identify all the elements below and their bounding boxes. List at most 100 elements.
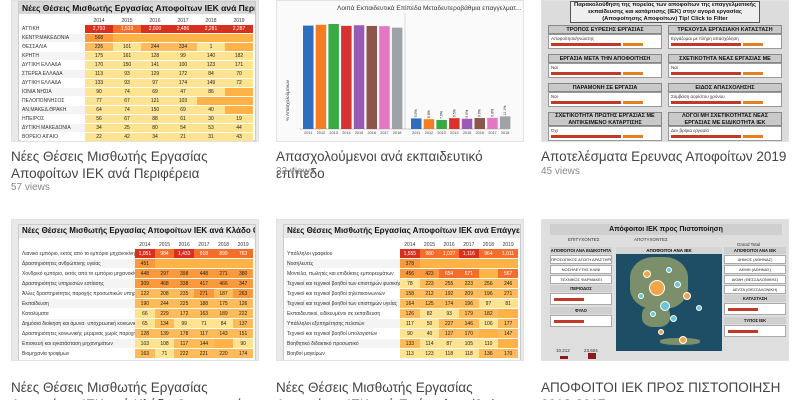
heat-cell: 220 bbox=[213, 348, 234, 359]
gender-value: 23,604 bbox=[584, 348, 598, 353]
table-row: Δραστηριότητες υπηρεσιών εστίασης 309 468 3… bbox=[21, 278, 253, 289]
map-marker[interactable] bbox=[683, 292, 691, 300]
table-row: Καταλύματα 66 229 172 163 189 222 bbox=[21, 308, 253, 319]
filter-bar bbox=[623, 101, 643, 104]
thumbnail[interactable]: Παρακολούθηση της πορείας των αποφοίτων … bbox=[541, 0, 789, 142]
row-label: ΔΥΤΙΚΗ ΜΑΚΕΔΟΝΙΑ bbox=[21, 123, 85, 133]
map-marker[interactable] bbox=[650, 311, 656, 317]
filter-box[interactable] bbox=[550, 315, 612, 327]
x-tick-label: 2015 bbox=[463, 131, 471, 135]
heat-cell bbox=[225, 42, 253, 52]
bar bbox=[341, 25, 352, 129]
heat-cell: 74 bbox=[113, 105, 141, 115]
filter-item[interactable]: ΔΗΜΟΣ (ΑΘΗΝΑΣ) bbox=[724, 255, 786, 264]
table-row: Εκπαιδευτικοί, ειδικευμένοι σε εκπαίδευσ… bbox=[286, 308, 518, 319]
filter-box[interactable] bbox=[724, 325, 786, 337]
filter-item[interactable]: ΑΚΜΗ (ΘΕΣΣΑΛΟΝΙΚΗΣ) bbox=[724, 275, 786, 284]
filter-box[interactable]: Σύμβαση αορίστου χρόνου bbox=[668, 92, 782, 107]
filter-box[interactable]: Όχι bbox=[548, 126, 662, 141]
card-title[interactable]: Αποτελέσματα Ερευνας Αποφοίτων 2019 bbox=[541, 149, 787, 164]
card-title[interactable]: ΑΠΟΦΟΙΤΟΙ ΙΕΚ ΠΡΟΣ ΠΙΣΤΟΠΟΙΗΣΗ 2012-2017 bbox=[541, 380, 781, 400]
filter-item[interactable]: ΠΡΟΣΩΠΙΚΟΣ ΑΓΩΓΗ ΔΡΑΣΤΗΡΙΟΤΗΤΩΝ bbox=[550, 255, 612, 264]
card-title[interactable]: Απασχολούμενοι ανά εκπαιδευτικό επίπεδο bbox=[276, 149, 483, 181]
filter-bar bbox=[551, 72, 621, 75]
map-marker[interactable] bbox=[660, 301, 670, 311]
table-row: Δραστηριότητες κοινωνικής μέριμνας χωρίς… bbox=[21, 328, 253, 339]
thumbnail[interactable]: Νέες Θέσεις Μισθωτής Εργασίας Αποφοίτων … bbox=[11, 219, 259, 361]
sheet-preview: Νέες Θέσεις Μισθωτής Εργασίας Αποφοίτων … bbox=[283, 224, 521, 360]
map-marker[interactable] bbox=[696, 305, 702, 311]
heat-table: 2014 2015 2016 2017 2018 2019 ΑΤΤΙΚΗ 2,793 1,533… bbox=[21, 16, 253, 141]
filter-box[interactable]: Ναι bbox=[548, 92, 662, 107]
heat-cell: 255 bbox=[439, 278, 459, 289]
row-label: ΔΥΤΙΚΗ ΕΛΛΑΔΑ bbox=[21, 78, 85, 88]
year-header: 2017 bbox=[198, 241, 210, 248]
year-header: 2014 bbox=[93, 17, 105, 24]
heat-cell: 171 bbox=[225, 60, 253, 70]
map-marker[interactable] bbox=[643, 270, 651, 278]
filter-item[interactable]: ΑΚΜΗ (ΑΘΗΝΑΣ) bbox=[724, 265, 786, 274]
filter-box[interactable]: Εργάζομαι με πλήρη απασχόληση bbox=[668, 34, 782, 49]
year-header: 2016 bbox=[443, 241, 455, 248]
legend-right: Μεταδευτεροβάθμια επαγγελματ... bbox=[423, 4, 522, 12]
filter-item[interactable]: ΔΕΛΤΑ (ΘΕΣΣΑΛΟΝΙΚΗ) bbox=[724, 285, 786, 294]
row-label: Νοσηλευτές bbox=[286, 258, 400, 269]
map-marker[interactable] bbox=[673, 280, 681, 288]
heat-cell: 67 bbox=[113, 96, 141, 106]
card-title[interactable]: Νέες Θέσεις Μισθωτής Εργασίας Αποφοίτων … bbox=[276, 380, 496, 400]
heat-cell bbox=[113, 33, 141, 43]
filter-bar bbox=[743, 72, 763, 75]
heat-cell: 423 bbox=[419, 268, 440, 279]
filter-box[interactable]: Ναι bbox=[668, 63, 782, 78]
map-marker[interactable] bbox=[649, 280, 665, 296]
heat-cell: 71 bbox=[194, 318, 214, 329]
filter-box[interactable]: Ναι bbox=[548, 63, 662, 78]
heat-cell: 170 bbox=[498, 348, 518, 359]
heat-cell: 158 bbox=[400, 288, 420, 299]
map-marker[interactable] bbox=[638, 293, 644, 299]
thumbnail[interactable]: Απόφοιτοι ΙΕΚ προς Πιστοποίηση ΕΠΙΤΥΧΟΝΤ… bbox=[541, 219, 789, 361]
filter-box[interactable] bbox=[550, 293, 612, 305]
heat-cell: 229 bbox=[154, 308, 175, 319]
heat-cell: 70 bbox=[225, 69, 253, 79]
heat-cell: 179 bbox=[458, 308, 479, 319]
heat-cell bbox=[419, 258, 440, 269]
filter-box[interactable]: Δεν βρήκα εργασία bbox=[668, 126, 782, 141]
thumbnail[interactable]: Νέες Θέσεις Μισθωτής Εργασίας Αποφοίτων … bbox=[11, 0, 259, 142]
heat-cell: 172 bbox=[169, 69, 197, 79]
table-row: ΔΥΤΙΚΗ ΕΛΛΑΔΑ 133 93 97 174 149 72 bbox=[21, 78, 253, 88]
heat-cell: 150 bbox=[141, 105, 169, 115]
filter-box[interactable] bbox=[724, 303, 786, 315]
thumbnail[interactable]: Νέες Θέσεις Μισθωτής Εργασίας Αποφοίτων … bbox=[276, 219, 524, 361]
heat-cell: 114 bbox=[419, 338, 440, 349]
section-header: ΣΧΕΤΙΚΟΤΗΤΑ ΝΕΑΣ ΕΡΓΑΣΙΑΣ ΜΕ ΕΙΔΙΚΟΤΗΤΑ bbox=[668, 54, 782, 70]
map-panel[interactable]: ΑΠΟΦΟΙΤΟΙ ΑΝΑ ΙΕΚ bbox=[616, 247, 722, 351]
map-marker[interactable] bbox=[679, 336, 687, 344]
heat-cell: 56 bbox=[85, 114, 113, 124]
heat-cell: 90 bbox=[400, 328, 420, 339]
card-title[interactable]: Νέες Θέσεις Μισθωτής Εργασίας Αποφοίτων … bbox=[11, 380, 249, 400]
heat-cell: 2,287 bbox=[225, 25, 253, 34]
card-title[interactable]: Νέες Θέσεις Μισθωτής Εργασίας Αποφοίτων … bbox=[11, 149, 208, 181]
heat-cell: 117 bbox=[400, 318, 420, 329]
thumbnail[interactable]: Λοιπά Εκπαιδευτικά Επίπεδα Μεταδευτεροβά… bbox=[276, 0, 524, 142]
map-marker[interactable] bbox=[669, 314, 677, 322]
heat-cell bbox=[498, 258, 518, 269]
year-header: 2016 bbox=[178, 241, 190, 248]
heat-cell: 25 bbox=[113, 123, 141, 133]
map-marker[interactable] bbox=[666, 267, 672, 273]
heat-table: 2014 2015 2016 2017 2018 2019 Λιανικό εμπόριο,… bbox=[21, 240, 253, 359]
heat-cell: 90 bbox=[85, 87, 113, 97]
bar bbox=[303, 25, 314, 130]
filter-box[interactable]: Αποφοίτησα/γνώστης bbox=[548, 34, 662, 49]
heat-cell: 82 bbox=[419, 308, 440, 319]
filter-item[interactable]: ΤΕΧΝΙΚΟΣ ΦΑΡΜΑΚΕΙ bbox=[550, 275, 612, 284]
year-header: 2015 bbox=[158, 241, 171, 248]
heat-cell bbox=[498, 308, 518, 319]
heat-cell: 81 bbox=[498, 298, 518, 309]
year-header: 2017 bbox=[177, 17, 189, 24]
filter-item[interactable]: ΝΟΣΗΛΕΥΤΗΣ ΚΛΙΝΙ bbox=[550, 265, 612, 274]
heat-cell: 133 bbox=[400, 338, 420, 349]
heat-cell: 40 bbox=[197, 105, 225, 115]
map-marker[interactable] bbox=[658, 329, 664, 335]
